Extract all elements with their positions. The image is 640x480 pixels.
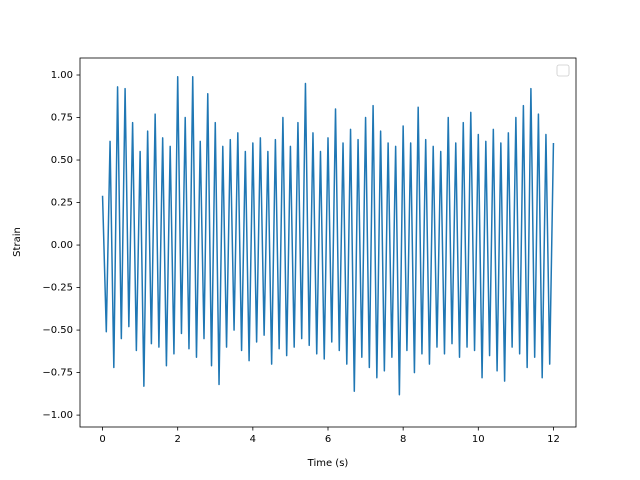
y-axis-label: Strain bbox=[12, 227, 23, 257]
y-tick-label: −0.25 bbox=[42, 283, 73, 294]
y-tick-label: 0.00 bbox=[51, 240, 73, 251]
x-axis-label: Time (s) bbox=[307, 458, 349, 469]
y-tick-label: 1.00 bbox=[51, 70, 73, 81]
plot-frame bbox=[79, 57, 577, 428]
x-tick-label: 12 bbox=[547, 434, 560, 445]
x-tick-label: 0 bbox=[99, 434, 105, 445]
x-tick-label: 8 bbox=[400, 434, 406, 445]
x-tick-label: 10 bbox=[472, 434, 485, 445]
legend bbox=[556, 64, 570, 77]
y-tick-label: −1.00 bbox=[42, 410, 73, 421]
x-tick-label: 2 bbox=[175, 434, 181, 445]
x-tick-label: 6 bbox=[325, 434, 331, 445]
y-tick-label: −0.50 bbox=[42, 325, 73, 336]
x-tick-label: 4 bbox=[250, 434, 256, 445]
y-tick-label: 0.25 bbox=[51, 198, 73, 209]
data-line bbox=[101, 75, 555, 396]
y-tick-label: 0.75 bbox=[51, 113, 73, 124]
y-tick-label: −0.75 bbox=[42, 368, 73, 379]
y-tick-label: 0.50 bbox=[51, 155, 73, 166]
